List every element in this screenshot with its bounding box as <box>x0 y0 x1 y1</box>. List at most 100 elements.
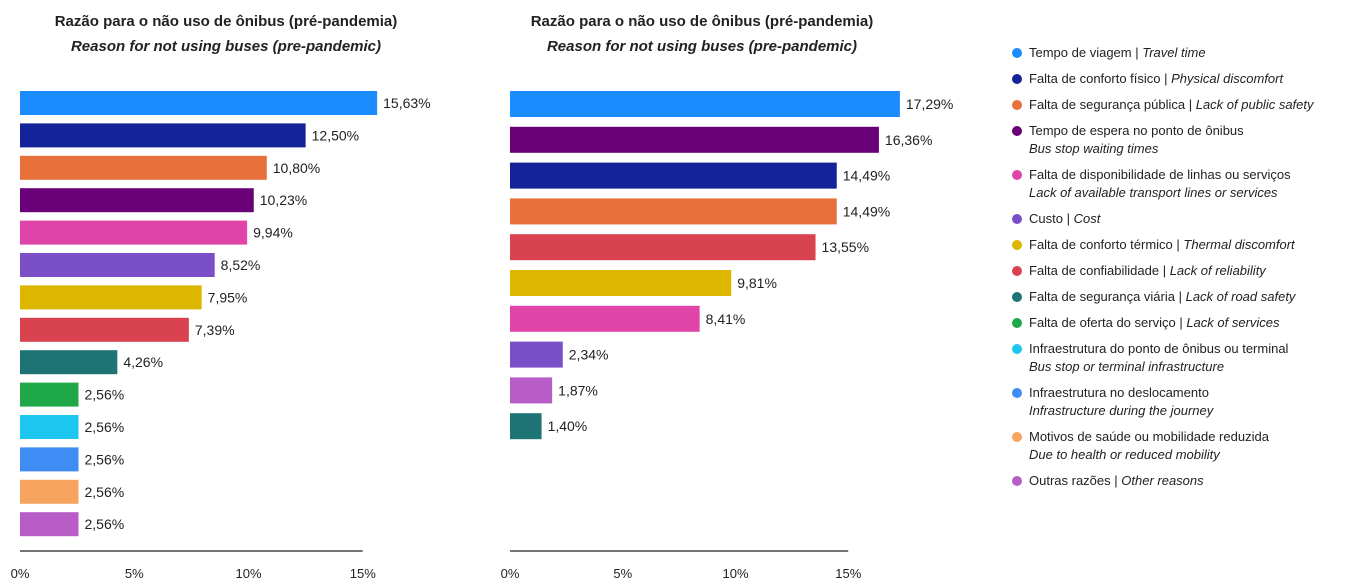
legend-label: Infraestrutura no deslocamento Infrastruc… <box>1029 384 1213 420</box>
legend-label-en: Thermal discomfort <box>1183 237 1295 252</box>
legend-label-pt: Infraestrutura no deslocamento <box>1029 385 1209 400</box>
legend-label-en: Travel time <box>1142 45 1206 60</box>
legend-label-en: Other reasons <box>1121 473 1204 488</box>
legend-label-pt: Falta de confiabilidade <box>1029 263 1160 278</box>
legend-label-en: Lack of public safety <box>1195 97 1314 112</box>
x-tick-label: 15% <box>835 566 861 580</box>
bar <box>20 479 79 504</box>
legend-swatch <box>1012 432 1022 442</box>
legend-swatch <box>1012 74 1022 84</box>
bar <box>510 126 879 153</box>
legend-swatch <box>1012 48 1022 58</box>
bar-value-label: 2,56% <box>84 484 124 500</box>
legend-label-en: Infrastructure during the journey <box>1029 403 1214 418</box>
legend-label: Falta de disponibilidade de linhas ou se… <box>1029 166 1291 202</box>
chart-subtitle: Reason for not using buses (pre-pandemic… <box>547 38 857 55</box>
bar <box>20 350 118 375</box>
legend-label-pt: Falta de segurança viária <box>1029 289 1175 304</box>
bar <box>510 270 732 296</box>
bar <box>510 377 553 404</box>
bar-value-label: 2,56% <box>84 516 124 532</box>
legend-label-pt: Falta de segurança pública <box>1029 97 1186 112</box>
bar-value-label: 2,34% <box>569 347 609 363</box>
legend-label-pt: Tempo de viagem <box>1029 45 1132 60</box>
bar <box>20 91 378 115</box>
legend-label-pt: Tempo de espera no ponto de ônibus <box>1029 123 1244 138</box>
bar <box>20 512 79 537</box>
legend-item: Falta de confiabilidade | Lack of reliab… <box>1012 262 1346 280</box>
bar <box>20 285 202 310</box>
legend-label: Custo | Cost <box>1029 211 1101 226</box>
legend-label: Tempo de viagem | Travel time <box>1029 45 1206 60</box>
legend-label: Infraestrutura do ponto de ônibus ou ter… <box>1029 340 1288 376</box>
legend-label-en: Due to health or reduced mobility <box>1029 447 1220 462</box>
legend-item: Falta de oferta do serviço | Lack of ser… <box>1012 314 1346 332</box>
legend-label-en: Bus stop waiting times <box>1029 141 1159 156</box>
legend-item: Falta de disponibilidade de linhas ou se… <box>1012 166 1346 202</box>
legend-swatch <box>1012 292 1022 302</box>
legend-label: Falta de segurança viária | Lack of road… <box>1029 289 1296 304</box>
legend-label: Falta de confiabilidade | Lack of reliab… <box>1029 263 1266 278</box>
legend-label-en: Lack of available transport lines or ser… <box>1029 185 1278 200</box>
bar-value-label: 13,55% <box>822 239 869 255</box>
bar-value-label: 16,36% <box>885 132 932 148</box>
legend-swatch <box>1012 170 1022 180</box>
bar <box>20 415 79 439</box>
bar <box>20 188 254 213</box>
legend-label-pt: Infraestrutura do ponto de ônibus ou ter… <box>1029 341 1289 356</box>
legend-label-pt: Falta de oferta do serviço <box>1029 315 1176 330</box>
bar <box>510 305 700 332</box>
x-tick-label: 5% <box>125 566 144 580</box>
chart-2: Razão para o não uso de ônibus (pré-pand… <box>501 13 954 580</box>
bar-value-label: 14,49% <box>843 203 890 219</box>
x-tick-label: 0% <box>501 566 520 580</box>
legend-label: Outras razões | Other reasons <box>1029 473 1204 488</box>
legend-swatch <box>1012 214 1022 224</box>
bar-value-label: 9,81% <box>737 275 777 291</box>
legend-swatch <box>1012 476 1022 486</box>
legend-label-pt: Falta de disponibilidade de linhas ou se… <box>1029 167 1291 182</box>
legend-label: Falta de oferta do serviço | Lack of ser… <box>1029 315 1280 330</box>
legend-label-pt: Falta de conforto físico <box>1029 71 1161 86</box>
legend-label-en: Lack of services <box>1186 315 1280 330</box>
legend-label-pt: Outras razões <box>1029 473 1111 488</box>
legend-swatch <box>1012 100 1022 110</box>
bar <box>510 341 563 368</box>
legend-item: Tempo de viagem | Travel time <box>1012 44 1346 62</box>
legend-label-pt: Falta de conforto térmico <box>1029 237 1173 252</box>
legend-label-en: Cost <box>1073 211 1101 226</box>
bar <box>510 91 900 117</box>
legend-label-en: Lack of road safety <box>1185 289 1296 304</box>
legend-swatch <box>1012 126 1022 136</box>
chart-1: Razão para o não uso de ônibus (pré-pand… <box>11 13 431 580</box>
bar <box>510 198 837 225</box>
legend-item: Infraestrutura do ponto de ônibus ou ter… <box>1012 340 1346 376</box>
legend-swatch <box>1012 266 1022 276</box>
bar <box>510 234 816 261</box>
legend-label-en: Lack of reliability <box>1169 263 1266 278</box>
x-tick-label: 0% <box>11 566 30 580</box>
legend-label: Falta de segurança pública | Lack of pub… <box>1029 97 1314 112</box>
legend-label-en: Bus stop or terminal infrastructure <box>1029 359 1225 374</box>
x-tick-label: 5% <box>613 566 632 580</box>
legend-item: Tempo de espera no ponto de ônibus Bus st… <box>1012 122 1346 158</box>
legend-item: Outras razões | Other reasons <box>1012 472 1346 490</box>
x-tick-label: 10% <box>235 566 261 580</box>
chart-subtitle: Reason for not using buses (pre-pandemic… <box>71 38 381 55</box>
legend: Tempo de viagem | Travel time Falta de co… <box>1012 44 1346 498</box>
bar <box>20 123 306 148</box>
bar-value-label: 2,56% <box>84 387 124 403</box>
bar-value-label: 4,26% <box>123 354 163 370</box>
x-tick-label: 15% <box>350 566 376 580</box>
bar-value-label: 15,63% <box>383 95 430 111</box>
legend-label-en: Physical discomfort <box>1171 71 1284 86</box>
legend-swatch <box>1012 240 1022 250</box>
bar-value-label: 8,52% <box>221 257 261 273</box>
legend-label: Falta de conforto térmico | Thermal disc… <box>1029 237 1295 252</box>
bar-value-label: 9,94% <box>253 225 293 241</box>
bar-value-label: 10,80% <box>273 160 320 176</box>
bar-value-label: 14,49% <box>843 168 890 184</box>
legend-item: Falta de conforto térmico | Thermal disc… <box>1012 236 1346 254</box>
bar-value-label: 7,95% <box>208 289 248 305</box>
